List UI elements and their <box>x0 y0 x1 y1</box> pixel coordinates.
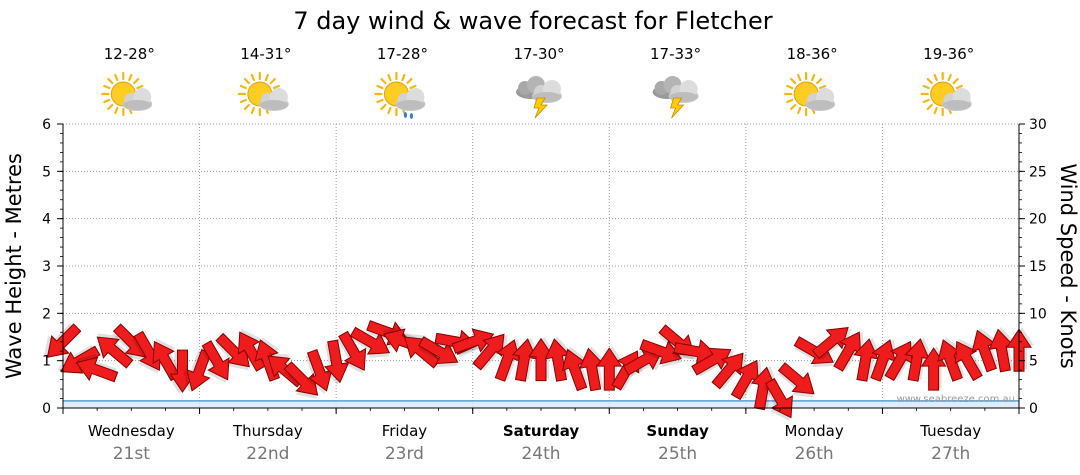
wave-area <box>63 400 1019 408</box>
day-name: Thursday <box>232 422 303 440</box>
day-name: Wednesday <box>88 422 175 440</box>
temperature-range: 12-28° <box>104 45 155 63</box>
left-tick-label: 0 <box>42 401 51 417</box>
left-axis: 0 1 2 3 4 5 6 <box>42 117 63 417</box>
left-tick-label: 5 <box>42 164 51 180</box>
day-date: 23rd <box>385 444 424 464</box>
temperature-range: 17-30° <box>513 45 564 63</box>
day-name: Saturday <box>503 422 580 440</box>
day-date: 24th <box>521 444 560 464</box>
temperature-range: 14-31° <box>240 45 291 63</box>
day-name: Monday <box>785 422 844 440</box>
day-date: 25th <box>658 444 697 464</box>
right-tick-label: 20 <box>1029 212 1047 228</box>
wind-arrow <box>75 353 119 383</box>
day-date: 21st <box>113 444 150 464</box>
wind-arrow <box>57 344 101 374</box>
sun-cloud-icon <box>784 71 836 117</box>
wind-arrow <box>337 330 367 374</box>
weather-row: 12-28° 14-31° 17-28° 17-30° 17-33° 18-36° 19-3… <box>101 45 974 119</box>
wind-arrow <box>96 333 134 369</box>
storm-icon <box>652 76 699 119</box>
wind-arrow <box>853 337 882 382</box>
wind-arrow <box>322 339 350 385</box>
left-tick-label: 1 <box>42 354 51 370</box>
wind-arrow <box>777 362 815 398</box>
x-axis: Wednesday 21st Thursday 22nd Friday 23rd Satur… <box>62 408 1020 464</box>
wind-arrow <box>622 347 666 377</box>
sun-cloud-icon <box>237 71 289 117</box>
wind-arrow <box>988 327 1016 373</box>
wind-arrow <box>750 365 779 411</box>
right-tick-label: 25 <box>1029 164 1047 180</box>
day-date: 26th <box>795 444 834 464</box>
left-tick-label: 3 <box>42 259 51 275</box>
wind-arrow <box>971 327 999 373</box>
wind-arrow <box>811 327 852 360</box>
temperature-range: 17-33° <box>650 45 701 63</box>
wind-arrow <box>305 348 333 394</box>
wind-arrow <box>200 340 230 383</box>
day-name: Sunday <box>646 422 709 440</box>
left-tick-label: 4 <box>42 212 51 228</box>
wind-arrow <box>711 352 747 390</box>
wind-arrow <box>511 337 540 382</box>
wave-series <box>63 400 1019 408</box>
left-tick-label: 2 <box>42 306 51 322</box>
sun-cloud-icon <box>101 71 153 117</box>
plot-area <box>43 123 1034 421</box>
chart-title: 7 day wind & wave forecast for Fletcher <box>293 7 772 35</box>
right-tick-label: 0 <box>1029 401 1038 417</box>
right-tick-label: 15 <box>1029 259 1047 275</box>
right-tick-label: 10 <box>1029 306 1047 322</box>
wind-arrow <box>833 331 865 372</box>
right-tick-label: 30 <box>1029 117 1047 133</box>
left-tick-label: 6 <box>42 117 51 133</box>
right-axis: 0 5 10 15 20 25 30 <box>1019 117 1047 417</box>
left-axis-label: Wave Height - Metres <box>2 153 26 379</box>
wind-arrow <box>183 348 212 392</box>
wind-arrow <box>472 333 508 371</box>
right-tick-label: 5 <box>1029 354 1038 370</box>
wind-arrow <box>528 336 556 382</box>
watermark: www.seabreeze.com.au <box>897 394 1015 405</box>
wind-arrow <box>639 339 683 368</box>
sun-cloud-rain-icon <box>374 71 426 119</box>
storm-icon <box>516 76 562 119</box>
temperature-range: 17-28° <box>377 45 428 63</box>
day-name: Tuesday <box>919 422 981 440</box>
day-date: 27th <box>931 444 970 464</box>
wind-arrow <box>730 359 762 401</box>
wind-arrow <box>43 323 82 358</box>
day-name: Friday <box>382 422 428 440</box>
sun-cloud-icon <box>920 71 972 117</box>
wind-arrow <box>578 345 606 392</box>
temperature-range: 18-36° <box>787 45 838 63</box>
temperature-range: 19-36° <box>923 45 974 63</box>
right-axis-label: Wind Speed - Knots <box>1056 163 1080 368</box>
day-date: 22nd <box>246 444 289 464</box>
wind-arrow <box>403 333 441 369</box>
wind-arrow <box>904 337 933 382</box>
wind-arrow <box>561 346 589 392</box>
wind-series <box>43 320 1034 421</box>
wind-arrow <box>494 339 524 382</box>
